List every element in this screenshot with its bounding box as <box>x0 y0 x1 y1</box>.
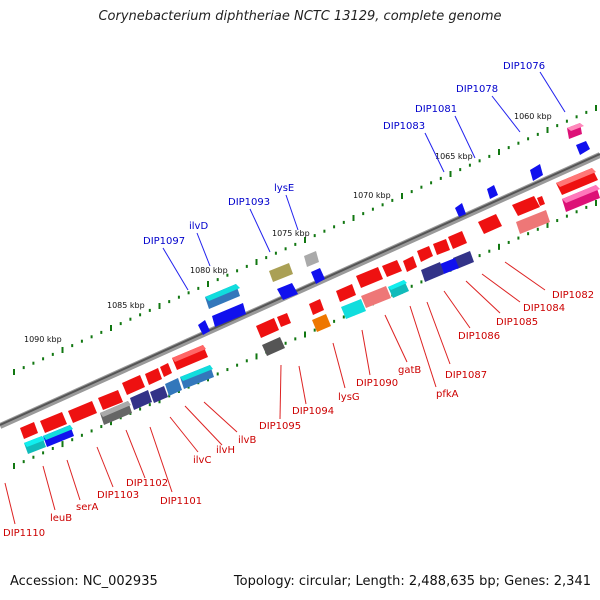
red-leaders <box>4 261 546 525</box>
gene-leuB[interactable] <box>20 422 46 454</box>
label-DIP1081: DIP1081 <box>415 104 457 115</box>
accession-text: Accession: NC_002935 <box>10 574 158 589</box>
gene-DIP1085[interactable] <box>478 214 502 234</box>
label-DIP1103: DIP1103 <box>97 490 139 501</box>
gene-DIP1078[interactable] <box>530 164 543 181</box>
label-gatB: gatB <box>398 365 421 376</box>
label-leuB: leuB <box>50 513 72 524</box>
gene-DIP1082-b[interactable] <box>562 185 600 212</box>
gene-DIP1076-b[interactable] <box>576 141 590 155</box>
label-ilvC: ilvC <box>193 455 211 466</box>
blue-leaders <box>162 71 566 291</box>
blue-gene-labels: DIP1076 DIP1078 DIP1081 DIP1083 lysE DIP… <box>143 61 545 247</box>
gene-gatB[interactable] <box>388 256 417 298</box>
label-DIP1095: DIP1095 <box>259 421 301 432</box>
label-ilvD: ilvD <box>189 221 208 232</box>
label-lysG: lysG <box>338 392 360 403</box>
scale-label-1065: 1065 kbp <box>435 152 473 161</box>
label-ilvB: ilvB <box>238 435 256 446</box>
gene-DIP1101[interactable] <box>122 375 152 410</box>
label-DIP1102: DIP1102 <box>126 478 168 489</box>
gene-DIP1094[interactable] <box>309 299 324 315</box>
gene-ilvC[interactable] <box>145 368 168 403</box>
gene-features <box>20 123 600 454</box>
gene-ilvB[interactable] <box>172 345 214 389</box>
genome-backbone <box>0 152 600 429</box>
gene-lysG[interactable] <box>312 284 366 332</box>
gene-DIP1083[interactable] <box>455 203 466 217</box>
label-DIP1082: DIP1082 <box>552 290 594 301</box>
label-DIP1085: DIP1085 <box>496 317 538 328</box>
gene-serA[interactable] <box>40 412 74 447</box>
gene-DIP1082[interactable] <box>556 168 598 195</box>
label-DIP1084: DIP1084 <box>523 303 565 314</box>
page-title: Corynebacterium diphtheriae NCTC 13129, … <box>98 9 502 24</box>
gene-DIP1090[interactable] <box>356 260 402 308</box>
scale-label-1080: 1080 kbp <box>190 266 228 275</box>
label-DIP1093: DIP1093 <box>228 197 270 208</box>
gene-DIP1087[interactable] <box>433 239 459 274</box>
label-ilvH: ilvH <box>216 445 235 456</box>
gene-DIP1097[interactable] <box>198 320 210 335</box>
gene-pfkA[interactable] <box>417 246 444 282</box>
label-pfkA: pfkA <box>436 389 459 400</box>
label-lysE: lysE <box>274 183 294 194</box>
label-DIP1090: DIP1090 <box>356 378 398 389</box>
label-DIP1110: DIP1110 <box>3 528 45 539</box>
gene-DIP1102[interactable] <box>98 390 132 425</box>
gene-DIP1103[interactable] <box>68 401 97 423</box>
label-DIP1094: DIP1094 <box>292 406 334 417</box>
gene-ilvD[interactable] <box>205 284 246 327</box>
label-DIP1083: DIP1083 <box>383 121 425 132</box>
label-DIP1078: DIP1078 <box>456 84 498 95</box>
gene-DIP1084[interactable] <box>512 196 550 234</box>
label-DIP1076: DIP1076 <box>503 61 545 72</box>
gene-DIP1076[interactable] <box>567 123 584 139</box>
label-DIP1087: DIP1087 <box>445 370 487 381</box>
gene-ilvH[interactable] <box>160 363 182 396</box>
scale-label-1090: 1090 kbp <box>24 335 62 344</box>
red-gene-labels: DIP1082 DIP1084 DIP1085 DIP1086 DIP1087 … <box>3 290 594 539</box>
scale-labels: 1060 kbp 1065 kbp 1070 kbp 1075 kbp 1080… <box>24 112 552 344</box>
gene-DIP1095[interactable] <box>256 313 291 356</box>
gene-DIP1086[interactable] <box>448 231 474 269</box>
scale-label-1060: 1060 kbp <box>514 112 552 121</box>
scale-label-1075: 1075 kbp <box>272 229 310 238</box>
label-DIP1086: DIP1086 <box>458 331 500 342</box>
gene-lysE[interactable] <box>304 251 325 284</box>
scale-label-1070: 1070 kbp <box>353 191 391 200</box>
genome-stats-text: Topology: circular; Length: 2,488,635 bp… <box>233 574 591 589</box>
scale-label-1085: 1085 kbp <box>107 301 145 310</box>
label-DIP1101: DIP1101 <box>160 496 202 507</box>
gene-DIP1081[interactable] <box>487 185 498 199</box>
label-DIP1097: DIP1097 <box>143 236 185 247</box>
gene-DIP1093[interactable] <box>269 263 298 300</box>
label-serA: serA <box>76 502 98 513</box>
